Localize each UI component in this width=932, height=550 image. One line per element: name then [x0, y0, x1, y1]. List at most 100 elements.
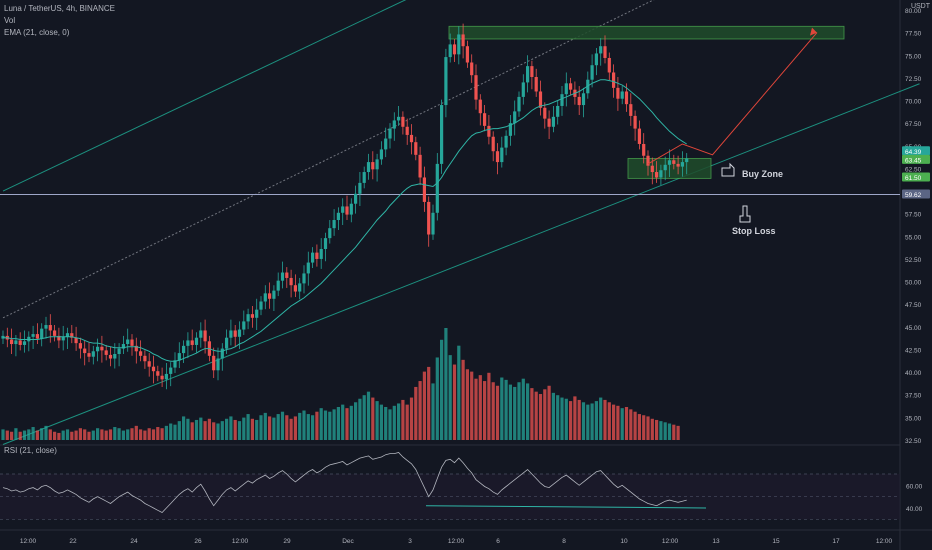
volume-bar	[147, 428, 151, 440]
volume-bar	[495, 385, 500, 440]
x-tick-label: 24	[130, 538, 138, 545]
candle-body	[268, 293, 272, 299]
volume-bar	[220, 421, 224, 440]
candle-body	[478, 99, 482, 114]
candle-body	[74, 337, 78, 344]
candle-body	[504, 135, 508, 148]
hand-pointer-icon	[721, 162, 735, 177]
candle-body	[332, 220, 336, 229]
candle-body	[642, 143, 646, 156]
volume-label: Vol	[4, 16, 16, 25]
candle-body	[349, 203, 353, 215]
volume-bar	[491, 382, 495, 440]
volume-bar	[272, 417, 276, 440]
volume-bar	[599, 397, 603, 440]
candle-body	[10, 339, 14, 345]
candle-body	[100, 346, 104, 351]
volume-bar	[328, 411, 332, 440]
candle-body	[431, 212, 435, 235]
channel-lower-line	[2, 83, 920, 445]
candle-body	[633, 115, 637, 129]
candle-body	[61, 336, 65, 341]
candle-body	[121, 344, 125, 349]
volume-bar	[620, 408, 624, 440]
price-label: 63.45	[905, 157, 922, 164]
volume-bar	[263, 412, 267, 440]
volume-bar	[35, 430, 39, 440]
volume-bar	[113, 427, 117, 440]
volume-bar	[108, 429, 113, 440]
volume-bar	[139, 429, 143, 440]
volume-bar	[65, 429, 70, 440]
candle-body	[263, 293, 267, 302]
candle-body	[354, 193, 358, 204]
volume-bar	[422, 371, 426, 440]
volume-bar	[405, 404, 409, 440]
volume-bar	[18, 431, 22, 440]
candle-body	[143, 355, 147, 362]
candle-body	[169, 367, 173, 374]
channel-upper-line	[2, 0, 407, 192]
candle-body	[414, 142, 418, 155]
candle-body	[607, 57, 611, 73]
candle-body	[285, 272, 289, 278]
volume-bar	[225, 418, 229, 440]
volume-bar	[633, 411, 637, 440]
candle-body	[659, 170, 663, 178]
volume-bar	[186, 418, 190, 440]
candle-body	[384, 138, 388, 150]
candle-body	[203, 330, 207, 342]
y-tick-label: 67.50	[905, 121, 922, 128]
y-tick-label: 37.50	[905, 393, 922, 400]
volume-bar	[293, 416, 297, 440]
price-label: 61.50	[905, 175, 922, 182]
volume-bar	[560, 397, 564, 440]
volume-bar	[650, 418, 654, 440]
y-tick-label: 42.50	[905, 347, 922, 354]
candle-body	[508, 123, 512, 136]
candle-body	[194, 337, 199, 345]
x-tick-label: 10	[620, 538, 628, 545]
candle-body	[139, 351, 143, 356]
candle-body	[483, 113, 487, 126]
volume-bar	[362, 395, 366, 440]
candle-body	[250, 314, 254, 318]
volume-bar	[414, 386, 418, 440]
candle-body	[65, 333, 70, 337]
volume-bar	[126, 429, 130, 440]
candle-body	[156, 371, 160, 376]
volume-bar	[237, 421, 242, 440]
volume-bar	[526, 383, 530, 440]
volume-bar	[612, 404, 616, 440]
candle-body	[667, 160, 672, 165]
candle-body	[117, 348, 121, 354]
candle-body	[220, 348, 224, 359]
stop-loss-label: Stop Loss	[732, 226, 776, 236]
candle-body	[358, 182, 362, 194]
volume-bar	[315, 411, 319, 440]
candle-body	[646, 155, 650, 166]
candle-body	[379, 149, 383, 160]
y-tick-label: 72.50	[905, 76, 922, 83]
candle-body	[83, 348, 87, 354]
candle-body	[564, 83, 568, 95]
volume-bar	[556, 395, 560, 440]
x-tick-label: 12:00	[448, 538, 465, 545]
candle-body	[513, 111, 517, 124]
candle-body	[422, 177, 426, 202]
candle-body	[655, 172, 659, 178]
candle-body	[48, 325, 52, 331]
volume-bar	[564, 398, 568, 440]
volume-bar	[659, 421, 663, 440]
volume-bar	[255, 419, 259, 440]
volume-bar	[672, 424, 676, 440]
volume-bar	[319, 408, 323, 440]
candle-body	[225, 337, 229, 349]
price-label: 64.39	[905, 149, 922, 156]
candle-body	[298, 283, 302, 292]
candle-body	[680, 162, 684, 167]
x-tick-label: 15	[772, 538, 780, 545]
price-axis-bg	[900, 0, 932, 550]
y-tick-label: 40.00	[905, 370, 922, 377]
